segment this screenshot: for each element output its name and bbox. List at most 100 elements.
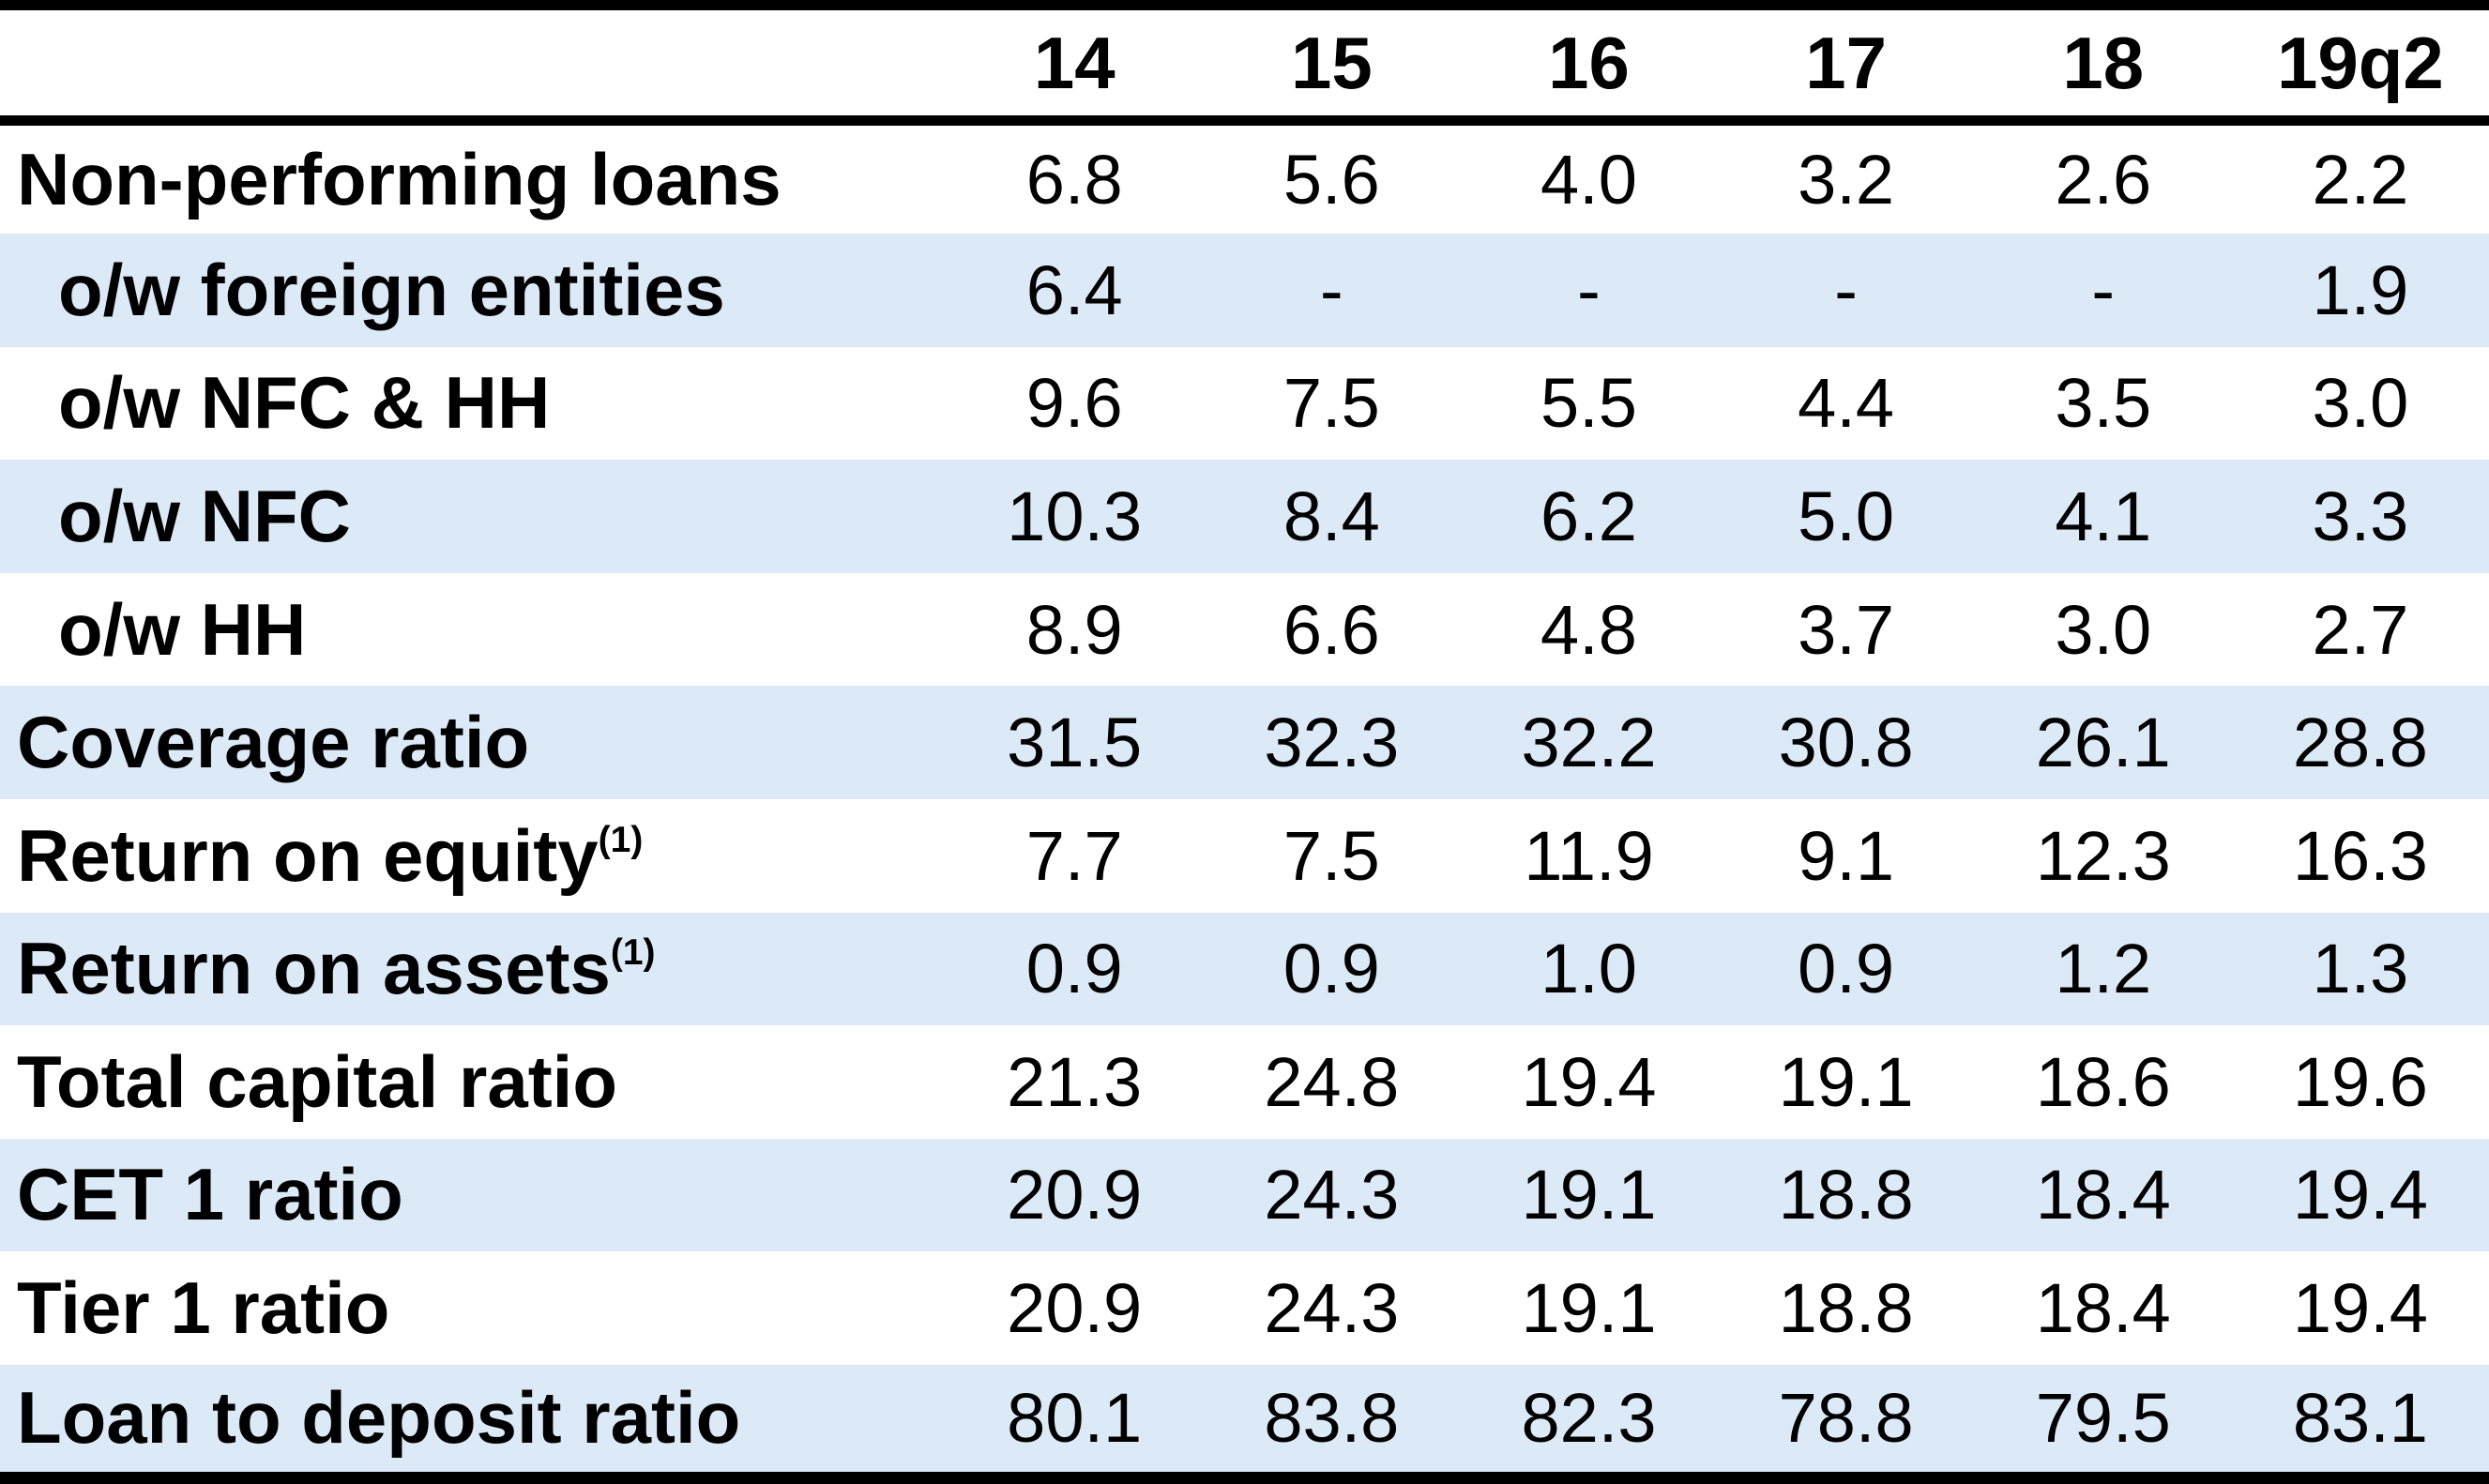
- table-row: CET 1 ratio 20.9 24.3 19.1 18.8 18.4 19.4: [0, 1138, 2489, 1252]
- value-cell: 3.0: [2312, 364, 2409, 443]
- row-label: Coverage ratio: [0, 686, 946, 799]
- value-cell: 3.3: [2312, 477, 2409, 556]
- value-cell: 20.9: [1007, 1156, 1143, 1234]
- value-cell: 8.9: [1025, 590, 1123, 669]
- row-label-text: CET 1 ratio: [17, 1153, 403, 1236]
- table-row: Coverage ratio 31.5 32.3 32.2 30.8 26.1 28.8: [0, 686, 2489, 799]
- row-label-text: Tier 1 ratio: [17, 1266, 390, 1350]
- value-cell: 19.1: [1521, 1156, 1657, 1234]
- row-label: o/w NFC & HH: [0, 347, 946, 461]
- value-cell: -: [1577, 250, 1601, 329]
- row-label-text: o/w foreign entities: [58, 248, 725, 331]
- table-header: 14 15 16 17 18 19q2: [0, 5, 2489, 126]
- row-label: Return on assets(1): [0, 913, 946, 1026]
- value-cell: 19.1: [1778, 1042, 1914, 1121]
- value-cell: 1.0: [1540, 930, 1637, 1008]
- table-row: o/w HH 8.9 6.6 4.8 3.7 3.0 2.7: [0, 573, 2489, 687]
- row-label-text: Loan to deposit ratio: [17, 1376, 741, 1460]
- table-row: Loan to deposit ratio 80.1 83.8 82.3 78.8 79.…: [0, 1364, 2489, 1478]
- row-label-text: o/w NFC & HH: [58, 361, 551, 445]
- row-label: Non-performing loans: [0, 121, 946, 235]
- value-cell: 0.9: [1282, 930, 1380, 1008]
- value-cell: 78.8: [1778, 1379, 1914, 1458]
- value-cell: 83.1: [2292, 1379, 2428, 1458]
- table-row: o/w NFC 10.3 8.4 6.2 5.0 4.1 3.3: [0, 460, 2489, 573]
- row-label-text: o/w NFC: [58, 475, 351, 558]
- value-cell: 4.8: [1540, 590, 1637, 669]
- value-cell: 7.5: [1282, 816, 1380, 895]
- footnote-marker: (1): [598, 819, 644, 860]
- value-cell: 32.3: [1264, 704, 1400, 782]
- value-cell: 0.9: [1025, 930, 1123, 1008]
- value-cell: 18.4: [2035, 1269, 2171, 1348]
- value-cell: 19.4: [1521, 1042, 1657, 1121]
- corner-cell: [0, 5, 947, 126]
- value-cell: 16.3: [2292, 816, 2428, 895]
- value-cell: 79.5: [2035, 1379, 2171, 1458]
- value-cell: 31.5: [1007, 704, 1143, 782]
- row-label-text: o/w HH: [58, 587, 307, 671]
- table-row: Return on equity(1) 7.7 7.5 11.9 9.1 12.3 16.3: [0, 799, 2489, 913]
- value-cell: 21.3: [1007, 1042, 1143, 1121]
- column-header-18: 18: [1974, 5, 2232, 126]
- value-cell: 32.2: [1521, 704, 1657, 782]
- value-cell: 6.4: [1025, 250, 1123, 329]
- value-cell: 4.4: [1798, 364, 1895, 443]
- value-cell: 5.6: [1282, 141, 1380, 220]
- value-cell: -: [1834, 250, 1858, 329]
- value-cell: 9.6: [1025, 364, 1123, 443]
- value-cell: 82.3: [1521, 1379, 1657, 1458]
- table-header-row: 14 15 16 17 18 19q2: [0, 5, 2489, 126]
- value-cell: 24.3: [1264, 1269, 1400, 1348]
- column-header-14: 14: [946, 5, 1204, 126]
- column-header-19q2: 19q2: [2231, 5, 2489, 126]
- value-cell: 19.4: [2292, 1269, 2428, 1348]
- value-cell: 80.1: [1007, 1379, 1143, 1458]
- row-label-text: Coverage ratio: [17, 701, 530, 784]
- value-cell: -: [1320, 250, 1343, 329]
- value-cell: 1.3: [2312, 930, 2409, 1008]
- value-cell: 3.7: [1798, 590, 1895, 669]
- value-cell: 4.1: [2055, 477, 2152, 556]
- value-cell: 19.4: [2292, 1156, 2428, 1234]
- value-cell: 6.8: [1025, 141, 1123, 220]
- value-cell: 3.2: [1798, 141, 1895, 220]
- value-cell: 18.6: [2035, 1042, 2171, 1121]
- value-cell: 28.8: [2292, 704, 2428, 782]
- value-cell: 2.7: [2312, 590, 2409, 669]
- value-cell: 18.8: [1778, 1156, 1914, 1234]
- value-cell: 18.4: [2035, 1156, 2171, 1234]
- table-row: Total capital ratio 21.3 24.8 19.4 19.1 18.6 1…: [0, 1025, 2489, 1139]
- value-cell: 11.9: [1524, 816, 1654, 895]
- row-label-text: Non-performing loans: [17, 138, 782, 221]
- value-cell: 7.7: [1025, 816, 1123, 895]
- table-body: Non-performing loans 6.8 5.6 4.0 3.2 2.6 2.2 o/…: [0, 121, 2489, 1478]
- table-row: Non-performing loans 6.8 5.6 4.0 3.2 2.6 2.2: [0, 121, 2489, 235]
- row-label: o/w HH: [0, 573, 946, 687]
- value-cell: 12.3: [2035, 816, 2171, 895]
- value-cell: 5.0: [1798, 477, 1895, 556]
- value-cell: 9.1: [1798, 816, 1895, 895]
- row-label: o/w foreign entities: [0, 234, 946, 347]
- value-cell: 1.2: [2055, 930, 2152, 1008]
- row-label-text: Total capital ratio: [17, 1039, 617, 1123]
- value-cell: 18.8: [1778, 1269, 1914, 1348]
- value-cell: 19.1: [1521, 1269, 1657, 1348]
- row-label: Total capital ratio: [0, 1025, 946, 1139]
- value-cell: 3.5: [2055, 364, 2152, 443]
- value-cell: 2.2: [2312, 141, 2409, 220]
- value-cell: 6.2: [1540, 477, 1637, 556]
- value-cell: 30.8: [1778, 704, 1914, 782]
- value-cell: -: [2091, 250, 2116, 329]
- value-cell: 19.6: [2292, 1042, 2428, 1121]
- row-label-text: Return on assets: [17, 927, 611, 1010]
- value-cell: 10.3: [1007, 477, 1143, 556]
- table-row: o/w NFC & HH 9.6 7.5 5.5 4.4 3.5 3.0: [0, 347, 2489, 461]
- value-cell: 3.0: [2055, 590, 2152, 669]
- row-label: CET 1 ratio: [0, 1139, 946, 1252]
- value-cell: 20.9: [1007, 1269, 1143, 1348]
- column-header-17: 17: [1717, 5, 1975, 126]
- row-label: Loan to deposit ratio: [0, 1365, 946, 1478]
